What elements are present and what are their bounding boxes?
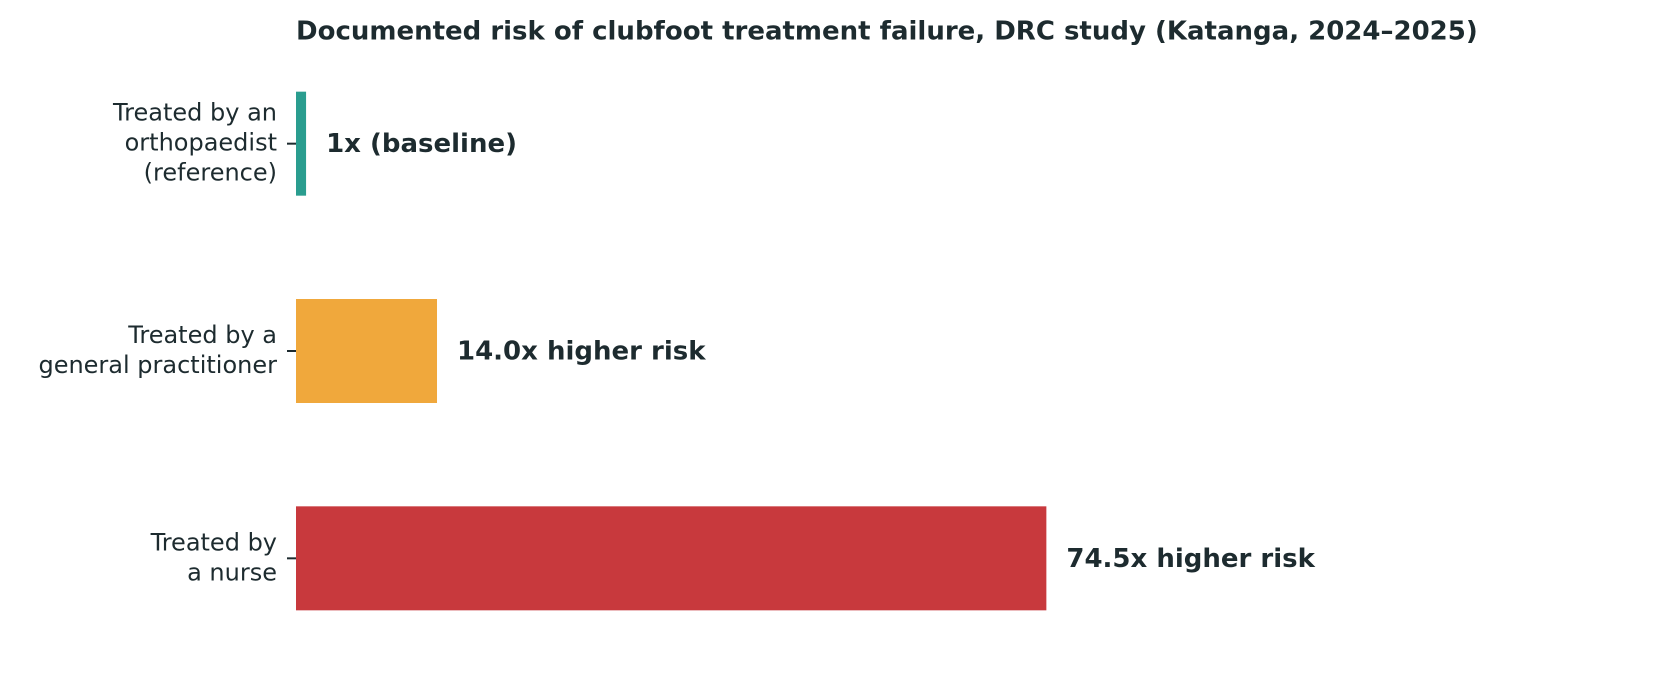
y-tick-label: a nurse xyxy=(187,558,277,586)
bar xyxy=(296,299,438,403)
value-label: 14.0x higher risk xyxy=(457,337,706,367)
y-tick-label: Treated by an xyxy=(112,99,277,127)
y-tick-label: Treated by xyxy=(150,528,277,556)
value-label: 74.5x higher risk xyxy=(1066,544,1315,574)
y-tick-label: general practitioner xyxy=(38,351,277,379)
value-label: 1x (baseline) xyxy=(326,129,517,159)
y-tick-label: orthopaedist xyxy=(125,129,277,157)
y-tick-label: (reference) xyxy=(144,159,277,187)
y-tick-label: Treated by a xyxy=(127,321,277,349)
chart-title: Documented risk of clubfoot treatment fa… xyxy=(296,17,1478,47)
bar xyxy=(296,91,307,196)
bar xyxy=(296,506,1047,611)
